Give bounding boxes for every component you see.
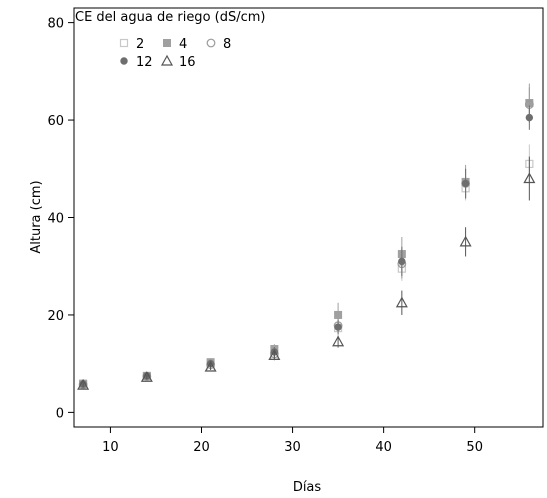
- legend-marker: [160, 54, 174, 66]
- data-point: [334, 310, 343, 319]
- x-tick-label: 40: [375, 440, 392, 455]
- legend-marker: [120, 57, 128, 65]
- series-16: [77, 156, 536, 390]
- data-point: [523, 172, 536, 184]
- data-point: [525, 113, 534, 122]
- data-point: [459, 235, 472, 247]
- plot-frame: [73, 7, 544, 428]
- data-point: [204, 360, 217, 372]
- data-point: [395, 296, 408, 308]
- y-axis: 0 20 40 60 80: [47, 17, 74, 421]
- legend-label: 4: [179, 37, 187, 52]
- data-point: [334, 323, 342, 331]
- y-tick-label: 40: [47, 212, 64, 227]
- legend-label: 16: [179, 55, 196, 70]
- data-point: [461, 179, 470, 188]
- x-tick-label: 20: [193, 440, 210, 455]
- legend-marker: [206, 38, 216, 48]
- data-point: [77, 378, 90, 390]
- data-point: [398, 257, 406, 266]
- y-tick-label: 0: [56, 406, 64, 421]
- y-tick-label: 60: [47, 114, 64, 129]
- legend-label: 8: [223, 37, 231, 52]
- legend-title: CE del agua de riego (dS/cm): [75, 10, 266, 25]
- data-point: [268, 349, 281, 360]
- y-axis-label: Altura (cm): [29, 180, 44, 253]
- data-marks: [77, 83, 536, 390]
- legend-label: 2: [136, 37, 144, 52]
- y-tick-label: 20: [47, 309, 64, 324]
- x-tick-label: 10: [102, 440, 119, 455]
- legend-marker: [119, 38, 129, 48]
- series-4: [79, 83, 534, 388]
- data-point: [332, 335, 345, 347]
- x-tick-label: 30: [284, 440, 301, 455]
- legend-items: 2 4 8 12 16: [119, 37, 231, 70]
- x-tick-label: 50: [466, 440, 483, 455]
- legend-label: 12: [136, 55, 153, 70]
- legend: CE del agua de riego (dS/cm) 2 4 8 12 16: [75, 10, 266, 70]
- x-axis: 10 20 30 40 50: [102, 427, 483, 455]
- x-axis-label: Días: [293, 480, 322, 495]
- legend-marker: [163, 39, 171, 47]
- data-point: [140, 371, 153, 382]
- y-tick-label: 80: [47, 17, 64, 32]
